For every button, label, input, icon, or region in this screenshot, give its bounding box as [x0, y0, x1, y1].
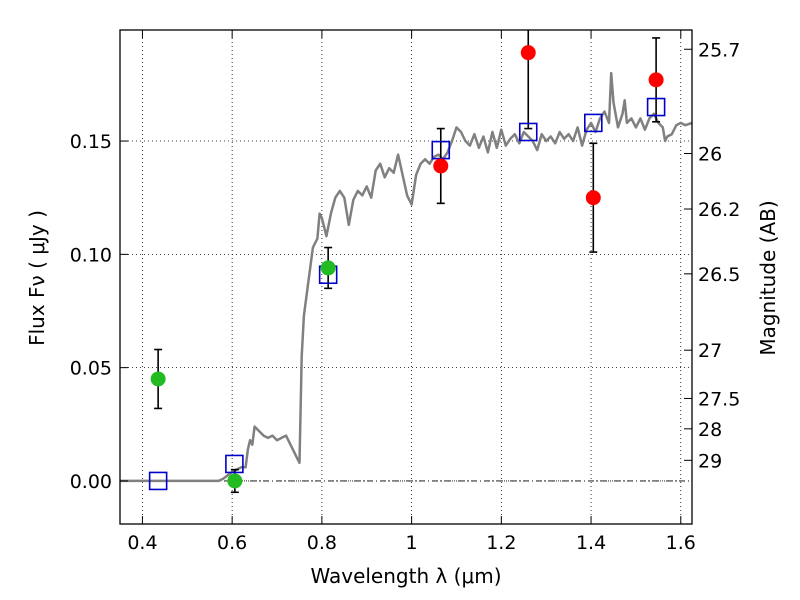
- model-photometry-square: [148, 471, 168, 491]
- sed-model-layer: [120, 71, 693, 483]
- observed-nir-point: [585, 190, 601, 206]
- model-photometry-square: [646, 97, 666, 117]
- x-tick-label: 0.8: [307, 532, 337, 554]
- model-photometry-square: [584, 113, 603, 133]
- mag-tick-label: 26.2: [698, 199, 740, 221]
- observed-optical-point: [150, 371, 166, 387]
- y-axis-label: Flux Fν ( μJy ): [25, 210, 49, 346]
- mag-tick-label: 27.5: [698, 388, 740, 410]
- observed-points-layer: [150, 45, 664, 489]
- x-tick-label: 0.6: [217, 532, 247, 554]
- observed-nir-point: [648, 72, 664, 88]
- mag-tick-label: 29: [698, 450, 722, 472]
- ticks-layer: [120, 30, 692, 524]
- x-tick-label: 1.2: [486, 532, 516, 554]
- grid-lines: [120, 30, 692, 524]
- sed-model-curve: [120, 71, 693, 483]
- y-tick-label: 0.10: [70, 244, 112, 266]
- model-photometry-square: [518, 122, 538, 142]
- y-tick-label: 0.00: [70, 471, 112, 493]
- mag-tick-label: 26.5: [698, 264, 740, 286]
- model-photometry-square: [225, 454, 244, 474]
- mag-tick-label: 25.7: [698, 39, 740, 61]
- mag-tick-label: 27: [698, 340, 722, 362]
- model-photometry-layer: [148, 97, 666, 491]
- y-tick-label: 0.15: [70, 131, 112, 153]
- x-tick-label: 1.6: [666, 532, 696, 554]
- x-axis-label: Wavelength λ (μm): [310, 564, 501, 588]
- y2-axis-label: Magnitude (AB): [756, 200, 780, 355]
- mag-tick-label: 28: [698, 419, 722, 441]
- y-tick-label: 0.05: [70, 358, 112, 380]
- observed-nir-point: [520, 45, 536, 61]
- mag-tick-label: 26: [698, 144, 722, 166]
- x-tick-label: 1: [406, 532, 418, 554]
- plot-frame: [119, 29, 693, 525]
- tick-labels-layer: 0.4 0.6 0.8 1 1.2 1.4 1.6 0.00 0.05 0.10 0.15 25.7 2…: [70, 39, 741, 554]
- x-tick-label: 1.4: [576, 532, 606, 554]
- observed-optical-point: [320, 260, 336, 276]
- x-tick-label: 0.4: [127, 532, 157, 554]
- observed-nir-point: [433, 158, 449, 174]
- observed-optical-point: [227, 473, 243, 489]
- error-bars-layer: [154, 30, 661, 494]
